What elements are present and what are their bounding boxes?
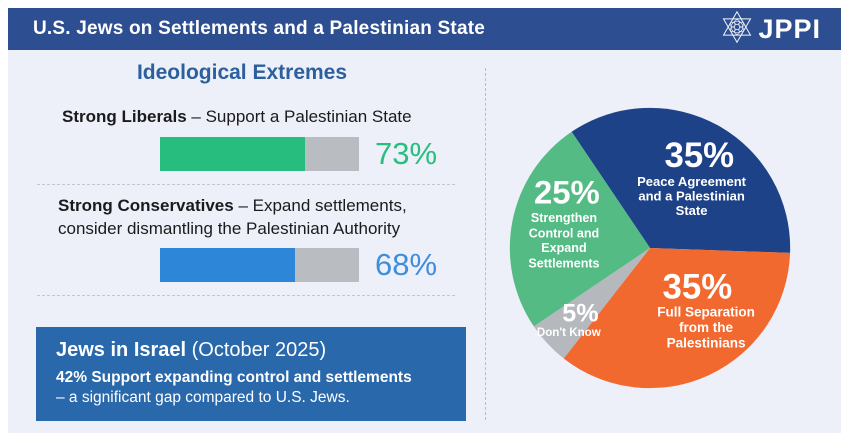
pie-slice-full-separation bbox=[563, 248, 791, 389]
pie-label-separation-line2: from the bbox=[679, 320, 734, 335]
conservatives-label-bold: Strong Conservatives bbox=[58, 196, 234, 215]
conservatives-bar-fill bbox=[160, 248, 296, 282]
pie-label-dont-know: Don't Know bbox=[537, 326, 602, 339]
pie-pct-dont-know: 5% bbox=[562, 299, 598, 327]
pie-label-strengthen-line4: Settlements bbox=[528, 256, 599, 270]
israel-callout-box: Jews in Israel (October 2025) 42% Suppor… bbox=[36, 327, 466, 421]
liberals-label-rest: – Support a Palestinian State bbox=[186, 107, 412, 126]
liberals-label-bold: Strong Liberals bbox=[62, 107, 187, 126]
pie-chart: 35% Peace Agreement and a Palestinian St… bbox=[505, 103, 795, 393]
pie-label-peace-line1: Peace Agreement bbox=[637, 174, 747, 189]
liberals-bar-row: 73% bbox=[160, 137, 437, 171]
pie-pct-full-separation: 35% bbox=[663, 267, 733, 306]
page-title: U.S. Jews on Settlements and a Palestini… bbox=[33, 18, 486, 39]
logo-text: JPPI bbox=[758, 13, 821, 44]
jppi-logo: JPPI bbox=[719, 9, 821, 50]
israel-box-line2: 42% Support expanding control and settle… bbox=[56, 369, 412, 386]
header-bar: U.S. Jews on Settlements and a Palestini… bbox=[8, 8, 841, 50]
pie-slice-strengthen-control bbox=[509, 131, 650, 327]
liberals-bar-fill bbox=[160, 137, 306, 171]
israel-box-title-bold: Jews in Israel bbox=[56, 339, 187, 361]
pie-slice-dont-know bbox=[533, 248, 650, 359]
conservatives-bar-row: 68% bbox=[160, 248, 437, 282]
section-heading: Ideological Extremes bbox=[136, 61, 348, 84]
divider-dashed-1 bbox=[37, 184, 455, 185]
israel-box-line3: – a significant gap compared to U.S. Jew… bbox=[56, 389, 350, 406]
pie-label-separation-line1: Full Separation bbox=[657, 305, 755, 320]
pie-pct-strengthen-control: 25% bbox=[534, 174, 600, 211]
conservatives-bar-track bbox=[160, 248, 359, 282]
israel-box-title: Jews in Israel (October 2025) bbox=[56, 338, 452, 363]
conservatives-label-rest2: consider dismantling the Palestinian Aut… bbox=[58, 219, 401, 238]
pie-slice-peace-agreement bbox=[571, 107, 791, 253]
star-of-david-icon bbox=[719, 9, 755, 50]
liberals-bar-value: 73% bbox=[375, 136, 438, 171]
panel-divider bbox=[485, 68, 486, 420]
israel-box-title-rest: (October 2025) bbox=[186, 339, 327, 361]
conservatives-label: Strong Conservatives – Expand settlement… bbox=[58, 194, 478, 240]
pie-label-peace-line3: State bbox=[676, 203, 708, 218]
pie-pct-peace-agreement: 35% bbox=[664, 136, 734, 175]
pie-label-separation-line3: Palestinians bbox=[667, 336, 746, 351]
conservatives-bar-value: 68% bbox=[375, 247, 438, 282]
conservatives-label-rest1: – Expand settlements, bbox=[233, 196, 407, 215]
content-canvas: U.S. Jews on Settlements and a Palestini… bbox=[8, 8, 841, 433]
liberals-label: Strong Liberals – Support a Palestinian … bbox=[62, 105, 412, 128]
liberals-bar-track bbox=[160, 137, 359, 171]
pie-label-strengthen-line1: Strengthen bbox=[531, 211, 597, 225]
pie-label-peace-line2: and a Palestinian bbox=[638, 189, 744, 204]
divider-dashed-2 bbox=[37, 295, 455, 296]
pie-label-strengthen-line2: Control and bbox=[529, 226, 599, 240]
pie-label-strengthen-line3: Expand bbox=[541, 241, 586, 255]
